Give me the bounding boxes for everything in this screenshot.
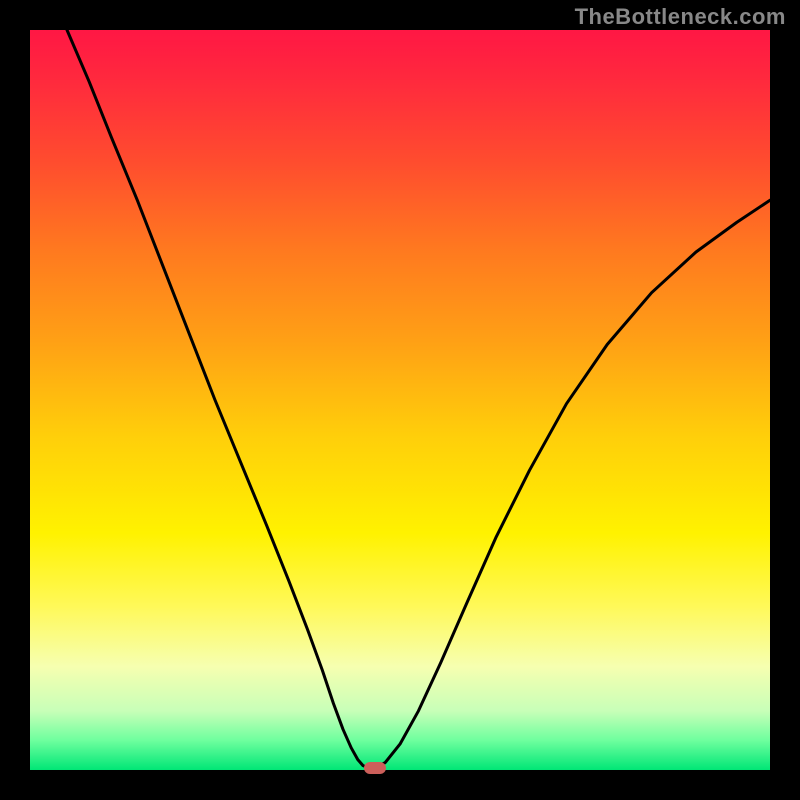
bottleneck-curves (0, 0, 800, 800)
curve-right-ascending (375, 200, 770, 768)
chart-frame: TheBottleneck.com (0, 0, 800, 800)
watermark-text: TheBottleneck.com (575, 4, 786, 30)
curve-left-descending (67, 30, 375, 768)
optimal-point-marker (364, 762, 386, 774)
